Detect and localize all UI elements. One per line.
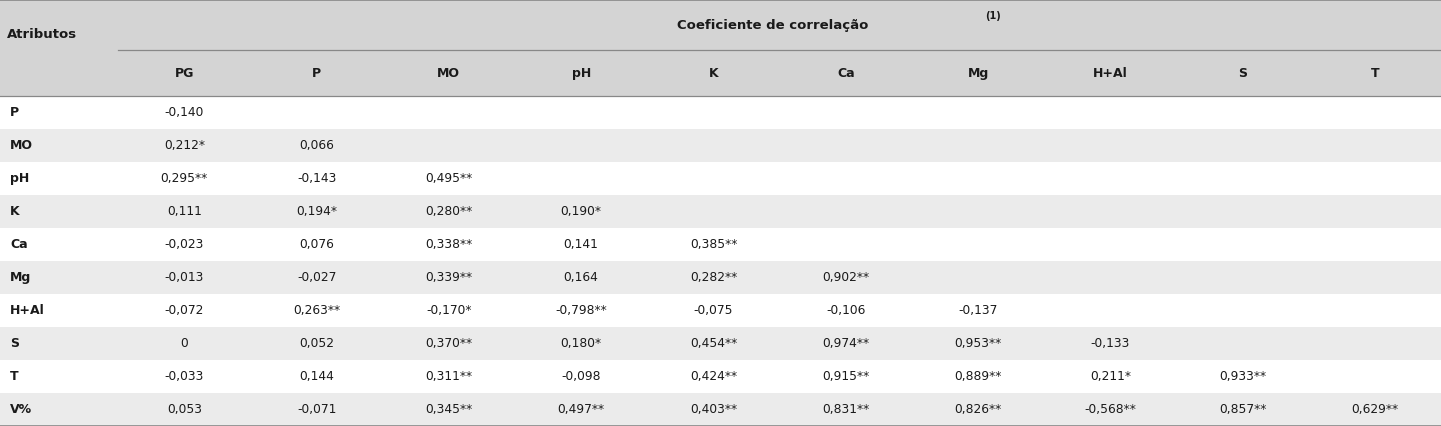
Text: 0,190*: 0,190* <box>561 205 602 218</box>
Text: 0,424**: 0,424** <box>690 370 736 383</box>
Text: 0,211*: 0,211* <box>1089 370 1131 383</box>
Text: MO: MO <box>10 139 33 152</box>
Bar <box>0 96 1441 129</box>
Text: K: K <box>10 205 20 218</box>
Text: 0,974**: 0,974** <box>823 337 869 350</box>
Text: -0,023: -0,023 <box>164 238 205 251</box>
Text: 0,111: 0,111 <box>167 205 202 218</box>
Bar <box>0 261 1441 294</box>
Bar <box>0 393 1441 426</box>
Text: S: S <box>10 337 19 350</box>
Text: -0,071: -0,071 <box>297 403 336 416</box>
Bar <box>0 294 1441 327</box>
Text: 0,076: 0,076 <box>300 238 334 251</box>
Text: 0,629**: 0,629** <box>1352 403 1398 416</box>
Text: -0,798**: -0,798** <box>555 304 607 317</box>
Text: 0,497**: 0,497** <box>558 403 605 416</box>
Text: 0,370**: 0,370** <box>425 337 473 350</box>
Text: 0,953**: 0,953** <box>954 337 1001 350</box>
Text: 0: 0 <box>180 337 189 350</box>
Text: 0,311**: 0,311** <box>425 370 473 383</box>
Text: -0,106: -0,106 <box>826 304 866 317</box>
Text: H+Al: H+Al <box>1092 67 1128 80</box>
Text: 0,826**: 0,826** <box>954 403 1001 416</box>
Text: P: P <box>10 106 19 119</box>
Text: T: T <box>10 370 19 383</box>
Text: 0,295**: 0,295** <box>161 172 208 185</box>
Text: 0,831**: 0,831** <box>823 403 869 416</box>
Text: -0,013: -0,013 <box>164 271 205 284</box>
Text: 0,164: 0,164 <box>563 271 598 284</box>
Text: 0,889**: 0,889** <box>954 370 1001 383</box>
Text: -0,027: -0,027 <box>297 271 336 284</box>
Bar <box>0 129 1441 162</box>
Bar <box>0 195 1441 228</box>
Bar <box>0 162 1441 195</box>
Text: -0,137: -0,137 <box>958 304 997 317</box>
Text: 0,066: 0,066 <box>300 139 334 152</box>
Text: 0,403**: 0,403** <box>690 403 736 416</box>
Text: H+Al: H+Al <box>10 304 45 317</box>
Text: -0,143: -0,143 <box>297 172 336 185</box>
Text: -0,170*: -0,170* <box>427 304 471 317</box>
Text: P: P <box>313 67 321 80</box>
Text: -0,072: -0,072 <box>164 304 205 317</box>
Text: Ca: Ca <box>10 238 27 251</box>
Text: S: S <box>1238 67 1246 80</box>
Text: Coeficiente de correlação: Coeficiente de correlação <box>677 19 867 32</box>
Text: 0,194*: 0,194* <box>295 205 337 218</box>
Text: MO: MO <box>438 67 460 80</box>
Text: 0,263**: 0,263** <box>293 304 340 317</box>
Text: 0,338**: 0,338** <box>425 238 473 251</box>
Text: PG: PG <box>174 67 195 80</box>
Text: -0,098: -0,098 <box>562 370 601 383</box>
Text: 0,345**: 0,345** <box>425 403 473 416</box>
Bar <box>0 50 1441 96</box>
Text: 0,902**: 0,902** <box>823 271 869 284</box>
Text: -0,075: -0,075 <box>693 304 733 317</box>
Text: 0,495**: 0,495** <box>425 172 473 185</box>
Text: T: T <box>1370 67 1379 80</box>
Text: -0,033: -0,033 <box>164 370 205 383</box>
Text: 0,144: 0,144 <box>300 370 334 383</box>
Text: 0,180*: 0,180* <box>561 337 602 350</box>
Bar <box>0 327 1441 360</box>
Text: 0,915**: 0,915** <box>823 370 869 383</box>
Text: K: K <box>709 67 718 80</box>
Bar <box>0 228 1441 261</box>
Text: Ca: Ca <box>837 67 855 80</box>
Text: 0,280**: 0,280** <box>425 205 473 218</box>
Text: Mg: Mg <box>10 271 32 284</box>
Text: 0,857**: 0,857** <box>1219 403 1267 416</box>
Text: 0,141: 0,141 <box>563 238 598 251</box>
Text: 0,212*: 0,212* <box>164 139 205 152</box>
Text: -0,568**: -0,568** <box>1085 403 1136 416</box>
Text: -0,140: -0,140 <box>164 106 205 119</box>
Text: 0,053: 0,053 <box>167 403 202 416</box>
Text: 0,385**: 0,385** <box>690 238 738 251</box>
Bar <box>0 0 1441 50</box>
Text: Mg: Mg <box>967 67 989 80</box>
Text: 0,454**: 0,454** <box>690 337 736 350</box>
Text: 0,933**: 0,933** <box>1219 370 1267 383</box>
Text: V%: V% <box>10 403 32 416</box>
Text: 0,282**: 0,282** <box>690 271 736 284</box>
Text: 0,052: 0,052 <box>300 337 334 350</box>
Text: pH: pH <box>572 67 591 80</box>
Text: 0,339**: 0,339** <box>425 271 473 284</box>
Text: -0,133: -0,133 <box>1091 337 1130 350</box>
Text: pH: pH <box>10 172 29 185</box>
Text: Atributos: Atributos <box>7 28 78 40</box>
Bar <box>0 360 1441 393</box>
Text: (1): (1) <box>986 11 1000 21</box>
